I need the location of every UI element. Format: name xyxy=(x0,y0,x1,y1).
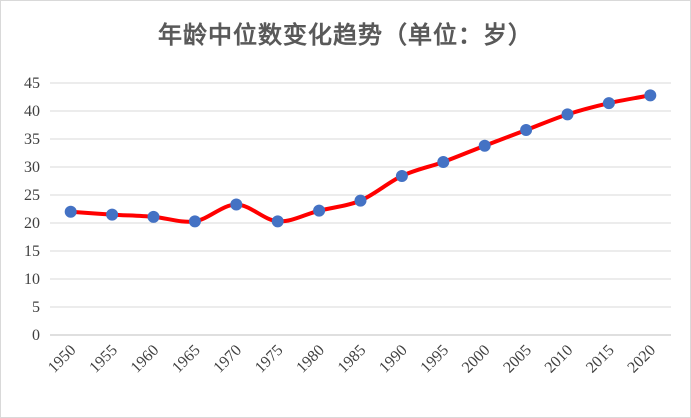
gridlines xyxy=(50,82,671,336)
x-tick-label: 1965 xyxy=(169,342,204,377)
data-point[interactable] xyxy=(271,215,284,228)
chart-title: 年龄中位数变化趋势（单位：岁） xyxy=(158,21,533,49)
y-tick-label: 15 xyxy=(24,243,40,260)
x-tick-label: 1975 xyxy=(252,342,287,377)
x-tick-label: 1960 xyxy=(128,342,163,377)
x-axis-ticks: 1950 1955 1960 1965 1970 1975 1980 1985 1990 1995… xyxy=(45,342,659,377)
series-markers xyxy=(64,89,657,228)
x-tick-label: 2020 xyxy=(624,342,659,377)
data-point[interactable] xyxy=(188,215,201,228)
y-tick-label: 45 xyxy=(24,75,40,92)
y-tick-label: 25 xyxy=(24,187,40,204)
data-point[interactable] xyxy=(644,89,657,102)
data-point[interactable] xyxy=(64,205,77,218)
y-tick-label: 40 xyxy=(24,103,40,120)
y-tick-label: 30 xyxy=(24,159,40,176)
y-tick-label: 10 xyxy=(24,271,40,288)
data-point[interactable] xyxy=(561,108,574,121)
x-tick-label: 1985 xyxy=(335,342,370,377)
y-tick-label: 5 xyxy=(32,299,40,316)
y-tick-label: 35 xyxy=(24,131,40,148)
data-point[interactable] xyxy=(395,169,408,182)
x-tick-label: 2015 xyxy=(583,342,618,377)
x-tick-label: 1955 xyxy=(86,342,121,377)
x-tick-label: 2000 xyxy=(459,342,494,377)
y-axis-ticks: 0 5 10 15 20 25 30 35 40 45 xyxy=(24,75,40,344)
data-point[interactable] xyxy=(478,139,491,152)
data-point[interactable] xyxy=(230,198,243,211)
data-point[interactable] xyxy=(147,210,160,223)
data-point[interactable] xyxy=(313,204,326,217)
x-tick-label: 1970 xyxy=(210,342,245,377)
x-tick-label: 1950 xyxy=(45,342,80,377)
data-point[interactable] xyxy=(437,155,450,168)
x-tick-label: 2005 xyxy=(500,342,535,377)
data-point[interactable] xyxy=(354,194,367,207)
x-tick-label: 1995 xyxy=(417,342,452,377)
data-point[interactable] xyxy=(520,124,533,137)
data-point[interactable] xyxy=(602,97,615,110)
data-point[interactable] xyxy=(106,208,119,221)
x-tick-label: 1980 xyxy=(293,342,328,377)
y-tick-label: 20 xyxy=(24,215,40,232)
y-tick-label: 0 xyxy=(32,327,40,344)
x-tick-label: 1990 xyxy=(376,342,411,377)
x-tick-label: 2010 xyxy=(542,342,577,377)
